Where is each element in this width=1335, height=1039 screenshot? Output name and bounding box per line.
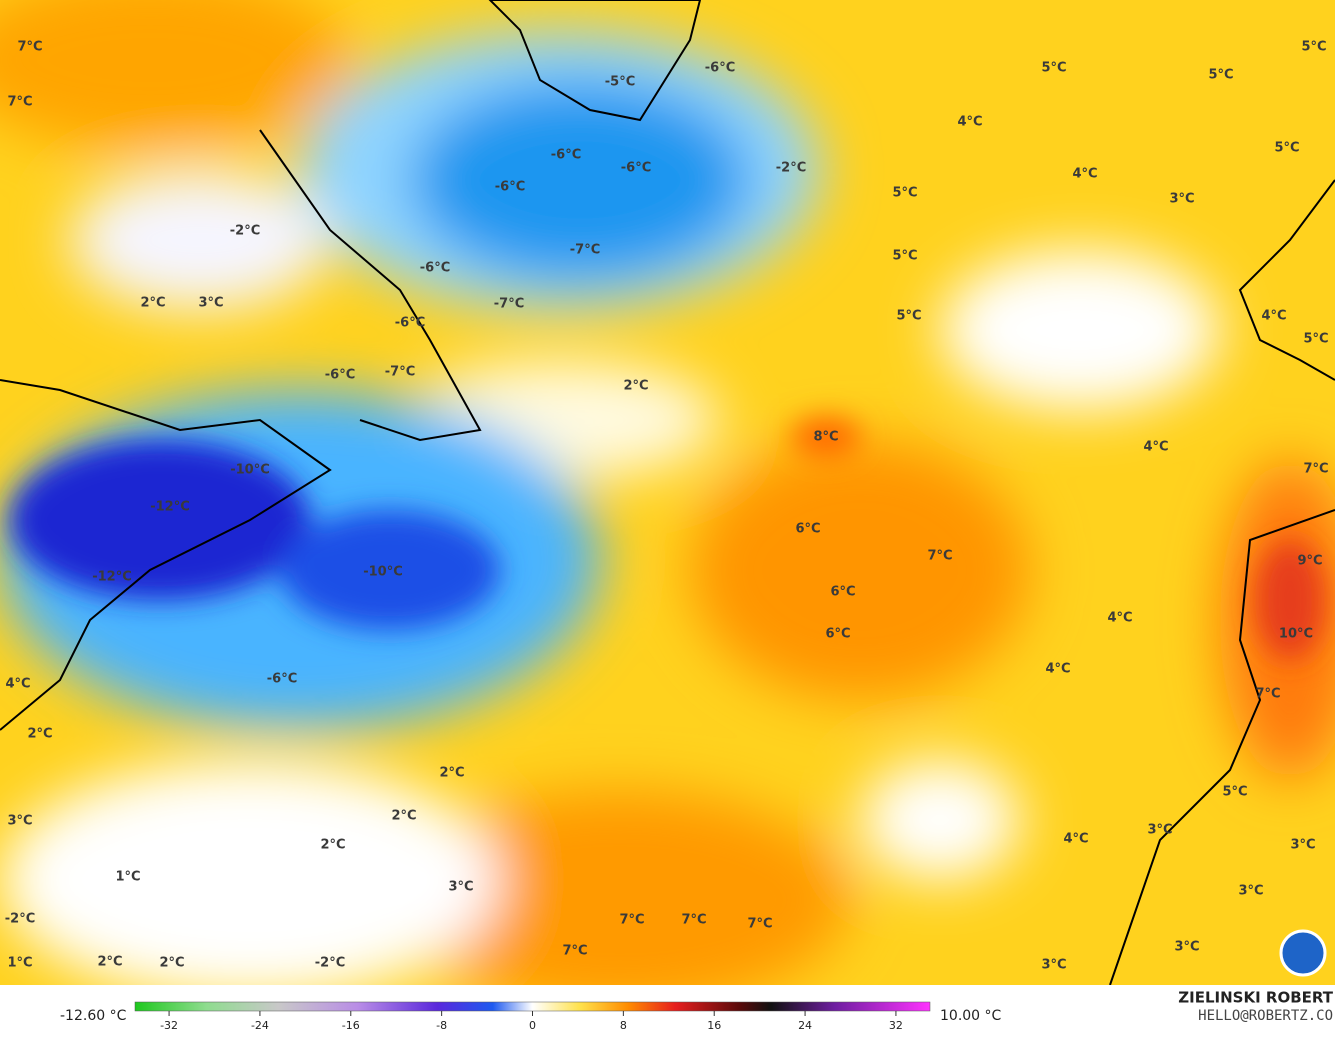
temperature-label: 4°C: [1072, 167, 1097, 182]
temperature-label: 3°C: [1238, 884, 1263, 899]
colorbar-tick-label: 24: [798, 1019, 812, 1032]
temperature-label: -12°C: [150, 500, 190, 515]
colorbar-tick-label: 8: [620, 1019, 627, 1032]
temperature-label: 7°C: [1303, 462, 1328, 477]
temperature-label: 5°C: [1274, 141, 1299, 156]
temperature-label: -2°C: [230, 224, 260, 239]
temperature-label: 5°C: [1303, 332, 1328, 347]
coastline: [1109, 179, 1335, 985]
colorbar-ticks: -32 -24 -16 -8 0 8 16 24 32: [160, 1011, 903, 1032]
temperature-label: 2°C: [391, 809, 416, 824]
colorbar-max: 10.00 °C: [940, 1008, 1002, 1024]
temperature-label: -2°C: [315, 956, 345, 971]
temperature-label: -12°C: [92, 570, 132, 585]
temperature-label: -7°C: [494, 297, 524, 312]
temperature-label: 4°C: [1107, 611, 1132, 626]
temperature-label: 3°C: [1147, 823, 1172, 838]
temperature-label: 7°C: [681, 913, 706, 928]
temperature-label: 2°C: [320, 838, 345, 853]
temperature-label: 6°C: [825, 627, 850, 642]
colorbar-tick-label: 32: [889, 1019, 903, 1032]
temperature-label: 3°C: [1290, 838, 1315, 853]
temperature-labels: 7°C 7°C -2°C 2°C 3°C -6°C -6°C -7°C -10°C -12°C -1…: [5, 40, 1329, 973]
temperature-label: 3°C: [1041, 958, 1066, 973]
temperature-label: 3°C: [448, 880, 473, 895]
temperature-label: 2°C: [140, 296, 165, 311]
temperature-label: 1°C: [115, 870, 140, 885]
colorbar-tick-label: -8: [436, 1019, 447, 1032]
temperature-label: 9°C: [1297, 554, 1322, 569]
temperature-label: 2°C: [439, 766, 464, 781]
temperature-label: 1°C: [7, 956, 32, 971]
temperature-label: 7°C: [562, 944, 587, 959]
temperature-label: 3°C: [1174, 940, 1199, 955]
colorbar-min: -12.60 °C: [60, 1008, 127, 1024]
credit-name: ZIELINSKI ROBERT: [1178, 989, 1333, 1007]
temperature-label: 4°C: [1143, 440, 1168, 455]
colorbar-tick-label: 16: [707, 1019, 721, 1032]
temperature-label: -5°C: [605, 75, 635, 90]
temperature-label: -6°C: [551, 148, 581, 163]
temperature-label: -6°C: [621, 161, 651, 176]
temperature-label: -7°C: [570, 243, 600, 258]
temperature-label: 7°C: [1255, 687, 1280, 702]
colorbar: [134, 1001, 931, 1012]
coastline: [0, 379, 332, 731]
temperature-label: -10°C: [363, 565, 403, 580]
temperature-label: 5°C: [896, 309, 921, 324]
colorbar-tick-label: -32: [160, 1019, 178, 1032]
temperature-label: 4°C: [957, 115, 982, 130]
temperature-label: 3°C: [198, 296, 223, 311]
temperature-label: -6°C: [395, 316, 425, 331]
temperature-label: 6°C: [830, 585, 855, 600]
temperature-label: -6°C: [420, 261, 450, 276]
temperature-label: 4°C: [1045, 662, 1070, 677]
noaa-logo: [1279, 929, 1327, 977]
temperature-label: 7°C: [17, 40, 42, 55]
temperature-label: -7°C: [385, 365, 415, 380]
temperature-label: 5°C: [892, 186, 917, 201]
temperature-label: 2°C: [97, 955, 122, 970]
temperature-label: 5°C: [1222, 785, 1247, 800]
temperature-label: 10°C: [1279, 627, 1313, 642]
temperature-label: -6°C: [705, 61, 735, 76]
temperature-label: -6°C: [325, 368, 355, 383]
temperature-label: 4°C: [1063, 832, 1088, 847]
coastline: [488, 0, 702, 122]
temperature-label: 5°C: [892, 249, 917, 264]
temperature-label: 7°C: [619, 913, 644, 928]
temperature-label: -6°C: [267, 672, 297, 687]
temperature-label: 8°C: [813, 430, 838, 445]
colorbar-tick-label: -24: [251, 1019, 269, 1032]
temperature-label: 5°C: [1301, 40, 1326, 55]
temperature-label: 5°C: [1208, 68, 1233, 83]
colorbar-tick-label: 0: [529, 1019, 536, 1032]
coastline: [259, 129, 482, 442]
temperature-label: 5°C: [1041, 61, 1066, 76]
temperature-label: 3°C: [7, 814, 32, 829]
colorbar-tick-label: -16: [342, 1019, 360, 1032]
temperature-label: -10°C: [230, 463, 270, 478]
temperature-label: 3°C: [1169, 192, 1194, 207]
temperature-label: 6°C: [795, 522, 820, 537]
temperature-label: -2°C: [776, 161, 806, 176]
temperature-label: 4°C: [5, 677, 30, 692]
temperature-label: 7°C: [7, 95, 32, 110]
temperature-label: 2°C: [623, 379, 648, 394]
temperature-label: 4°C: [1261, 309, 1286, 324]
temperature-label: 2°C: [27, 727, 52, 742]
temperature-label: 7°C: [927, 549, 952, 564]
temperature-label: -2°C: [5, 912, 35, 927]
temperature-label: 7°C: [747, 917, 772, 932]
credit-contact: HELLO@ROBERTZ.CO: [1198, 1008, 1333, 1024]
temperature-label: 2°C: [159, 956, 184, 971]
temperature-label: -6°C: [495, 180, 525, 195]
map-background: [0, 0, 1335, 985]
